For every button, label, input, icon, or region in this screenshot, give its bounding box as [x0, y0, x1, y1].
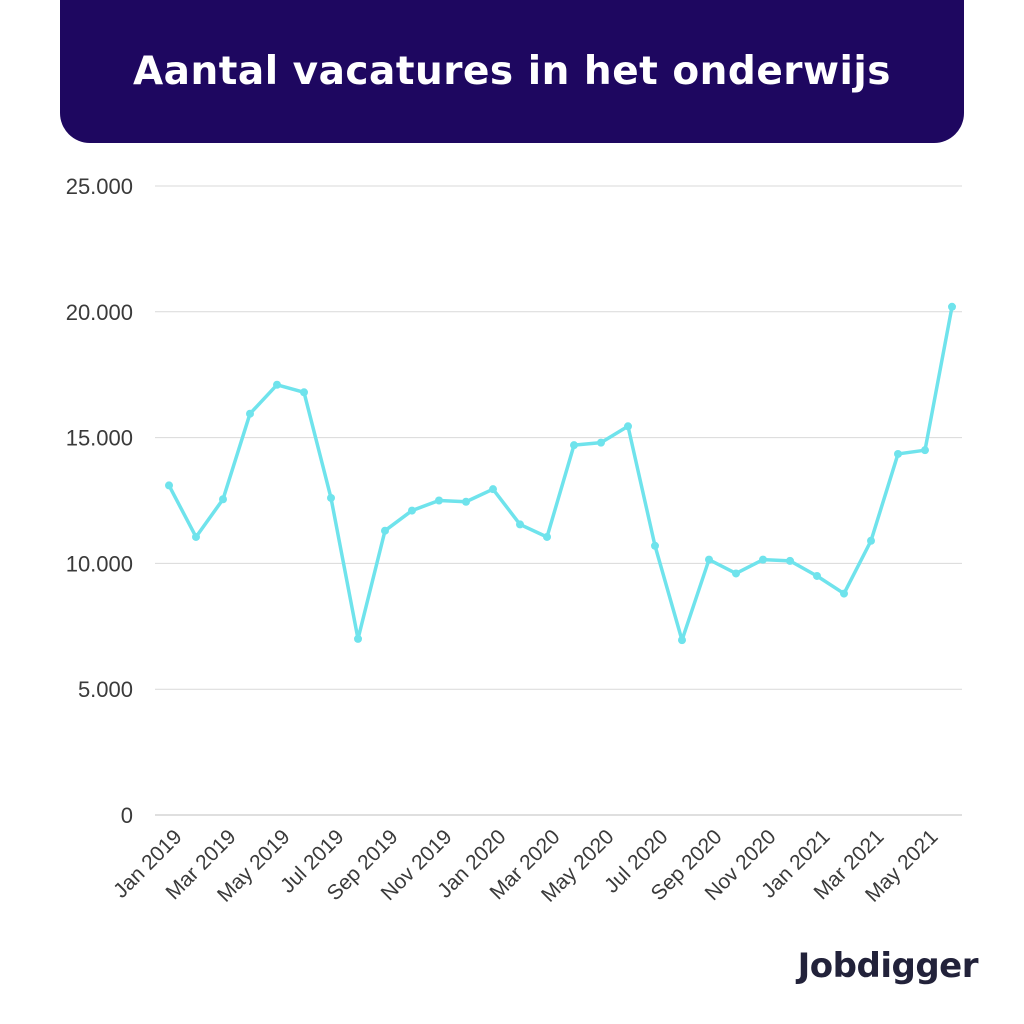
data-point [813, 571, 821, 580]
data-point [246, 409, 254, 418]
data-point [570, 441, 578, 450]
data-point [489, 485, 497, 494]
data-point [597, 438, 605, 447]
data-point [840, 589, 848, 598]
data-point [408, 506, 416, 515]
data-point [894, 449, 902, 458]
data-point [435, 496, 443, 505]
data-point [381, 526, 389, 535]
jobdigger-logo: Jobdigger [797, 946, 979, 986]
title-banner: Aantal vacatures in het onderwijs [60, 0, 964, 143]
data-point [948, 302, 956, 311]
data-point [462, 497, 470, 506]
y-tick-label: 0 [121, 803, 133, 828]
data-point [678, 636, 686, 645]
data-point [921, 446, 929, 455]
data-point [624, 422, 632, 431]
y-tick-label: 20.000 [66, 300, 133, 325]
data-point [219, 495, 227, 504]
y-tick-label: 15.000 [66, 426, 133, 451]
data-point [651, 541, 659, 550]
data-point [759, 555, 767, 564]
data-point [192, 532, 200, 541]
data-point [543, 532, 551, 541]
data-point [327, 493, 335, 502]
data-point [273, 380, 281, 389]
y-tick-label: 5.000 [78, 677, 133, 702]
data-point [705, 555, 713, 564]
data-point [165, 481, 173, 490]
data-point [732, 569, 740, 578]
data-point [300, 388, 308, 397]
series-line [167, 305, 954, 642]
data-point [354, 634, 362, 643]
chart-title: Aantal vacatures in het onderwijs [132, 49, 891, 94]
data-point [786, 556, 794, 565]
data-point [516, 520, 524, 529]
data-point [867, 536, 875, 545]
y-tick-label: 10.000 [66, 551, 133, 576]
y-tick-label: 25.000 [66, 174, 133, 199]
